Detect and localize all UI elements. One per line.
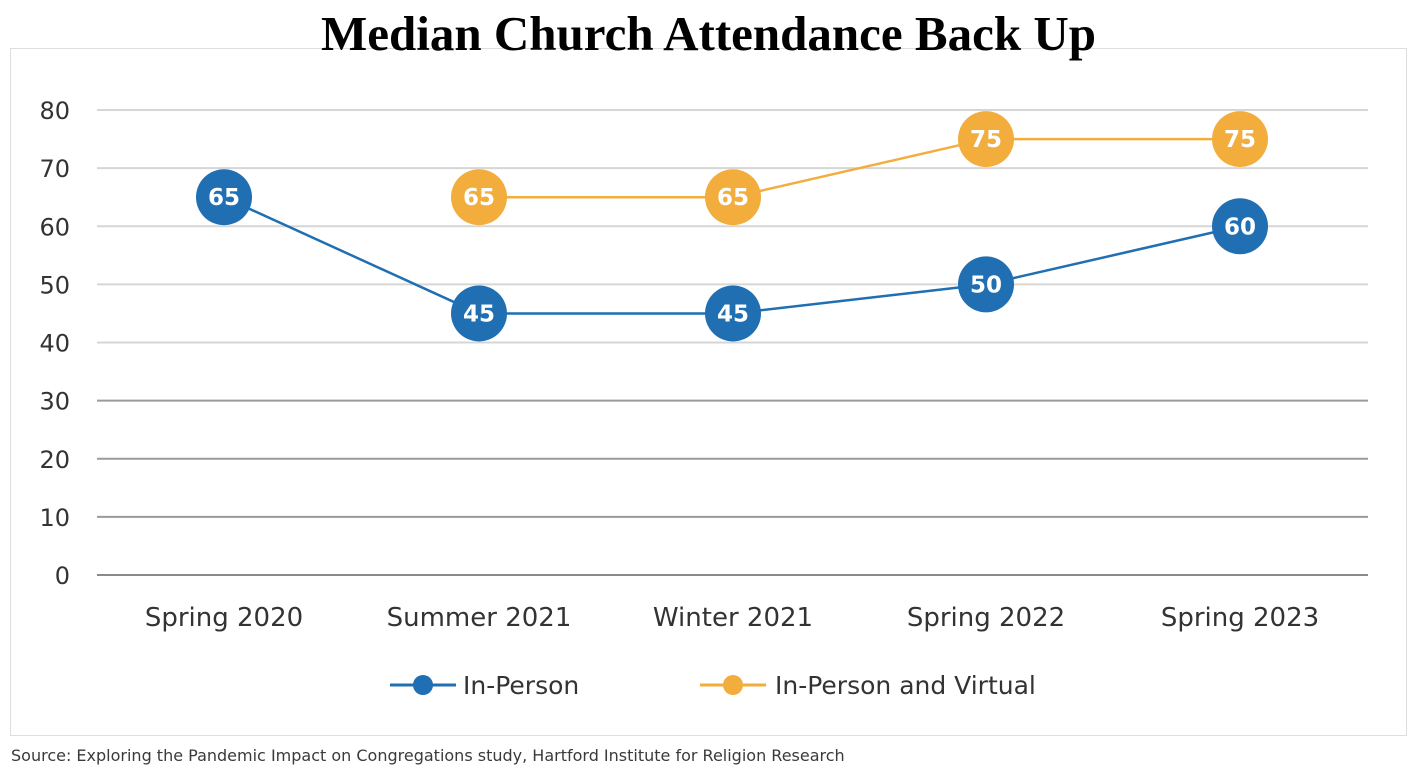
source-note: Source: Exploring the Pandemic Impact on… [11,746,845,765]
x-tick-label: Winter 2021 [653,603,813,633]
chart-title: Median Church Attendance Back Up [320,6,1096,61]
y-tick-label: 50 [39,271,70,299]
data-point [958,256,1014,313]
data-label: 45 [717,301,749,327]
data-point [451,285,507,342]
data-point [451,169,507,226]
legend-label: In-Person [463,671,579,700]
data-point [705,285,761,342]
legend-label: In-Person and Virtual [775,671,1036,700]
y-tick-label: 30 [39,388,70,416]
data-point [1212,198,1268,255]
data-label: 65 [463,185,495,211]
data-point [705,169,761,226]
chart-frame [10,48,1407,736]
data-label: 45 [463,301,495,327]
x-tick-label: Spring 2022 [907,603,1065,633]
series-1: 65 45 45 50 60 [196,169,1268,342]
data-label: 75 [970,127,1002,153]
y-tick-label: 70 [39,155,70,183]
y-tick-label: 80 [39,97,70,125]
x-tick-label: Spring 2023 [1161,603,1319,633]
x-axis-ticks: Spring 2020 Summer 2021 Winter 2021 Spring … [145,603,1319,633]
y-tick-label: 10 [39,504,70,532]
x-tick-label: Spring 2020 [145,603,303,633]
data-label: 60 [1224,214,1256,240]
legend: In-Person In-Person and Virtual [390,671,1036,700]
legend-marker [413,675,433,695]
y-tick-label: 20 [39,446,70,474]
legend-item: In-Person and Virtual [700,671,1036,700]
legend-item: In-Person [390,671,579,700]
data-label: 75 [1224,127,1256,153]
data-label: 65 [717,185,749,211]
series-layer: 65 45 45 50 60 65 65 75 75 [196,111,1268,342]
data-label: 50 [970,272,1002,298]
data-label: 65 [208,185,240,211]
y-axis-ticks: 0 10 20 30 40 50 60 70 80 [39,97,70,590]
data-point [196,169,252,226]
y-tick-label: 60 [39,213,70,241]
y-tick-label: 40 [39,330,70,358]
x-tick-label: Summer 2021 [387,603,572,633]
grid-lines [97,109,1368,576]
series-line [479,137,1240,199]
y-tick-label: 0 [55,562,70,590]
legend-marker [723,675,743,695]
series-2: 65 65 75 75 [451,111,1268,226]
data-point [958,111,1014,168]
data-point [1212,111,1268,168]
